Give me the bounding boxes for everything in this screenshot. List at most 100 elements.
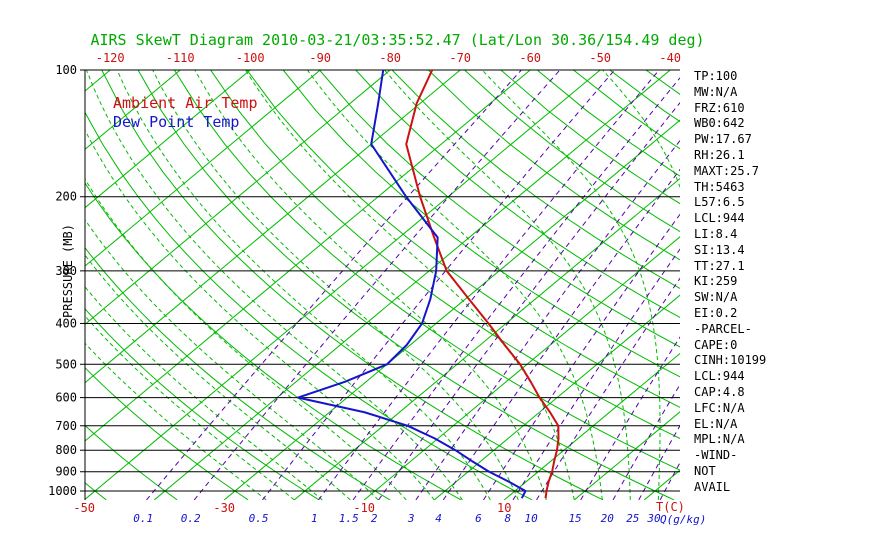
top-temp-tick-label: -120 [96,51,125,65]
stat-line: TT:27.1 [694,258,745,273]
mixing-ratio-tick-label: 8 [504,512,511,525]
isotherm-line [433,294,680,500]
stat-line: NOT [694,463,716,478]
mixing-ratio-tick-label: 0.2 [181,512,201,525]
dry-adiabat-line [85,111,533,500]
dry-adiabat-line [137,70,675,500]
isotherm-line [85,70,251,209]
isotherm-line [363,236,680,500]
pressure-tick-label: 500 [55,357,77,371]
moist-adiabat-line [245,70,575,500]
isotherm-line [85,70,461,384]
stat-line: LCL:944 [694,369,745,384]
moist-adiabat-line [307,70,603,500]
ambient-profile-line [405,70,560,499]
stat-line: EI:0.2 [694,305,738,320]
mixing-ratio-line [612,383,680,500]
mixing-ratio-tick-label: 6 [475,512,482,525]
bottom-temp-tick-label: 10 [497,501,511,515]
dry-adiabat-line [210,70,680,440]
isotherm-line [153,70,671,500]
isotherm-line [0,70,40,500]
mixing-ratio-line [415,139,680,500]
top-temp-tick-label: -100 [236,51,265,65]
stat-line: MPL:N/A [694,432,745,447]
dry-adiabat-line [246,70,680,408]
isotherm-line [85,70,391,325]
dewpoint-profile-line [297,70,527,499]
stat-line: WB0:642 [694,116,745,131]
stat-line: RH:26.1 [694,147,745,162]
mixing-ratio-tick-label: 25 [626,512,639,525]
mixing-ratio-tick-label: 3 [407,512,415,525]
moist-adiabat-line [85,342,267,500]
stat-line: CAPE:0 [694,337,738,352]
moist-adiabat-line [481,70,661,500]
moist-adiabat-line [85,218,379,500]
pressure-tick-label: 300 [55,264,77,278]
pressure-tick-label: 700 [55,419,77,433]
isotherm-line [85,70,601,500]
mixing-ratio-tick-label: 0.1 [133,512,153,525]
stat-line: FRZ:610 [694,100,745,115]
top-temp-tick-label: -110 [166,51,195,65]
dry-adiabat-line [85,366,249,500]
dry-adiabat-line [0,70,35,500]
mixing-ratio-line [442,168,680,500]
top-temp-tick-label: -50 [589,51,611,65]
stat-line: -PARCEL- [694,321,752,336]
top-temp-tick-label: -40 [659,51,681,65]
stats-panel: TP:100 MW:N/A FRZ:610 WB0:642 PW:17.67 RH:26.… [694,69,766,496]
pressure-tick-label: 800 [55,443,77,457]
mixing-ratio-line [536,277,680,500]
stat-line: CINH:10199 [694,353,767,368]
pressure-tick-label: 400 [55,316,77,330]
stat-line: LI:8.4 [694,226,738,241]
top-temp-tick-label: -90 [309,51,331,65]
bottom-temp-tick-label: -30 [213,501,235,515]
moist-adiabat-line [86,70,463,500]
dry-adiabat-line [85,307,320,500]
mixing-ratio-tick-label: 1.5 [339,512,359,525]
mixing-ratio-tick-label: 4 [435,512,442,525]
mixing-ratio-tick-label: 20 [601,512,615,525]
stat-line: LFC:N/A [694,400,745,415]
mixing-ratio-tick-label: 30 [646,512,661,525]
mixing-ratio-tick-label: 2 [371,512,378,525]
moist-adiabat-line [116,70,491,500]
chart-title: AIRS SkewT Diagram 2010-03-21/03:35:52.4… [90,31,705,49]
mixing-ratio-line [193,70,561,500]
moist-adiabat-line [194,70,547,500]
moist-adiabat-line [85,254,351,500]
mixing-ratio-unit-label: Q(g/kg) [660,513,707,526]
stat-line: -WIND- [694,448,738,463]
stat-line: CAP:4.8 [694,384,745,399]
pressure-tick-label: 200 [55,190,77,204]
stat-line: TH:5463 [694,179,745,194]
dry-adiabat-line [427,70,680,261]
sounding-profiles [297,70,560,499]
mixing-ratio-tick-label: 15 [568,512,581,525]
dry-adiabat-line [391,70,680,289]
legend-ambient-air-temp: Ambient Air Temp [113,94,258,112]
pressure-tick-label: 900 [55,465,77,479]
stat-line: LCL:944 [694,211,745,226]
moist-adiabat-line [152,70,519,500]
mixing-ratio-tick-label: 10 [525,512,539,525]
top-temp-tick-label: -60 [519,51,541,65]
moist-adiabat-line [85,315,295,500]
dry-adiabat-line [101,70,604,500]
moist-adiabat-line [384,70,631,500]
stat-line: MAXT:25.7 [694,163,760,178]
stat-line: SI:13.4 [694,242,745,257]
mixing-ratio-line [352,77,680,500]
legend-dew-point-temp: Dew Point Temp [113,113,240,131]
dry-adiabat-line [355,70,680,318]
bottom-temp-tick-label: -50 [73,501,95,515]
isotherm-line [223,119,680,500]
dry-adiabat-line [173,70,680,471]
dry-adiabat-line [85,246,391,500]
pressure-tick-label: 1000 [48,484,77,498]
stat-line: TP:100 [694,69,738,83]
